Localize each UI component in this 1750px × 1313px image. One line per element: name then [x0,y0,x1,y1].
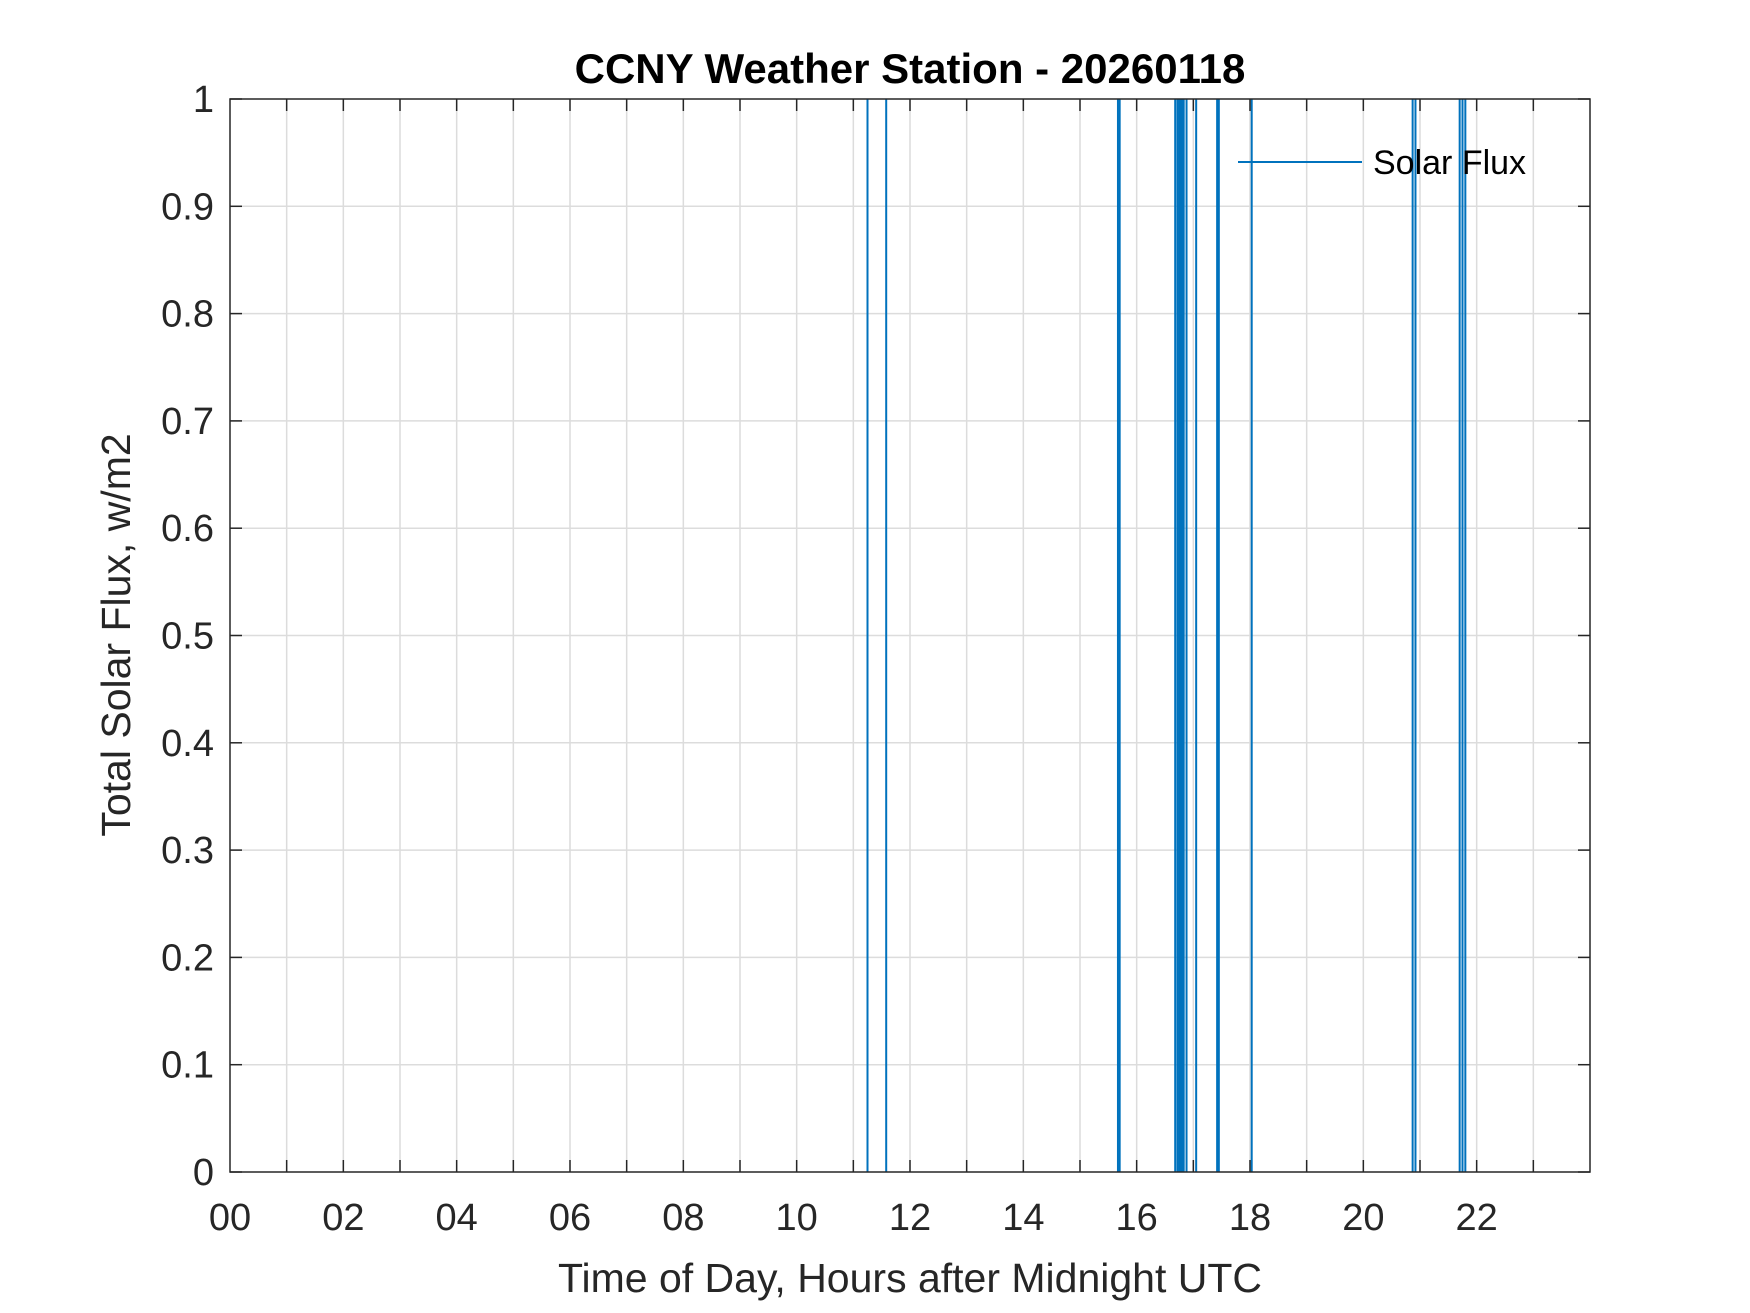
y-tick-label: 0.8 [161,294,214,336]
x-tick-label: 06 [549,1197,591,1239]
y-tick-label: 0.9 [161,186,214,228]
solar-flux-series [866,99,1467,1172]
y-tick-label: 0.5 [161,616,214,658]
x-tick-label: 10 [776,1197,818,1239]
x-tick-label: 00 [209,1197,251,1239]
axis-ticks [230,98,1590,1173]
x-tick-label: 04 [436,1197,478,1239]
x-tick-label: 20 [1342,1197,1384,1239]
x-tick-label: 18 [1229,1197,1271,1239]
y-tick-label: 0.7 [161,401,214,443]
x-tick-label: 08 [662,1197,704,1239]
plot-frame [229,98,1591,1173]
y-tick-label: 0 [193,1152,214,1194]
y-tick-label: 0.4 [161,723,214,765]
y-tick-label: 0.1 [161,1045,214,1087]
chart-title: CCNY Weather Station - 20260118 [575,45,1246,92]
x-tick-label: 14 [1002,1197,1044,1239]
x-tick-label: 02 [322,1197,364,1239]
x-tick-label: 16 [1116,1197,1158,1239]
y-tick-label: 1 [193,79,214,121]
x-tick-label: 12 [889,1197,931,1239]
x-axis-label: Time of Day, Hours after Midnight UTC [558,1255,1262,1301]
y-axis-label: Total Solar Flux, w/m2 [93,433,139,836]
grid-lines [230,99,1590,1172]
legend: Solar Flux [1238,144,1526,182]
x-tick-label: 22 [1456,1197,1498,1239]
legend-label: Solar Flux [1373,144,1526,182]
y-tick-labels: 0 0.1 0.2 0.3 0.4 0.5 0.6 0.7 0.8 0.9 1 [161,79,214,1194]
y-tick-label: 0.6 [161,508,214,550]
y-tick-label: 0.3 [161,830,214,872]
x-tick-labels: 00 02 04 06 08 10 12 14 16 18 20 22 [209,1197,1498,1239]
y-tick-label: 0.2 [161,937,214,979]
